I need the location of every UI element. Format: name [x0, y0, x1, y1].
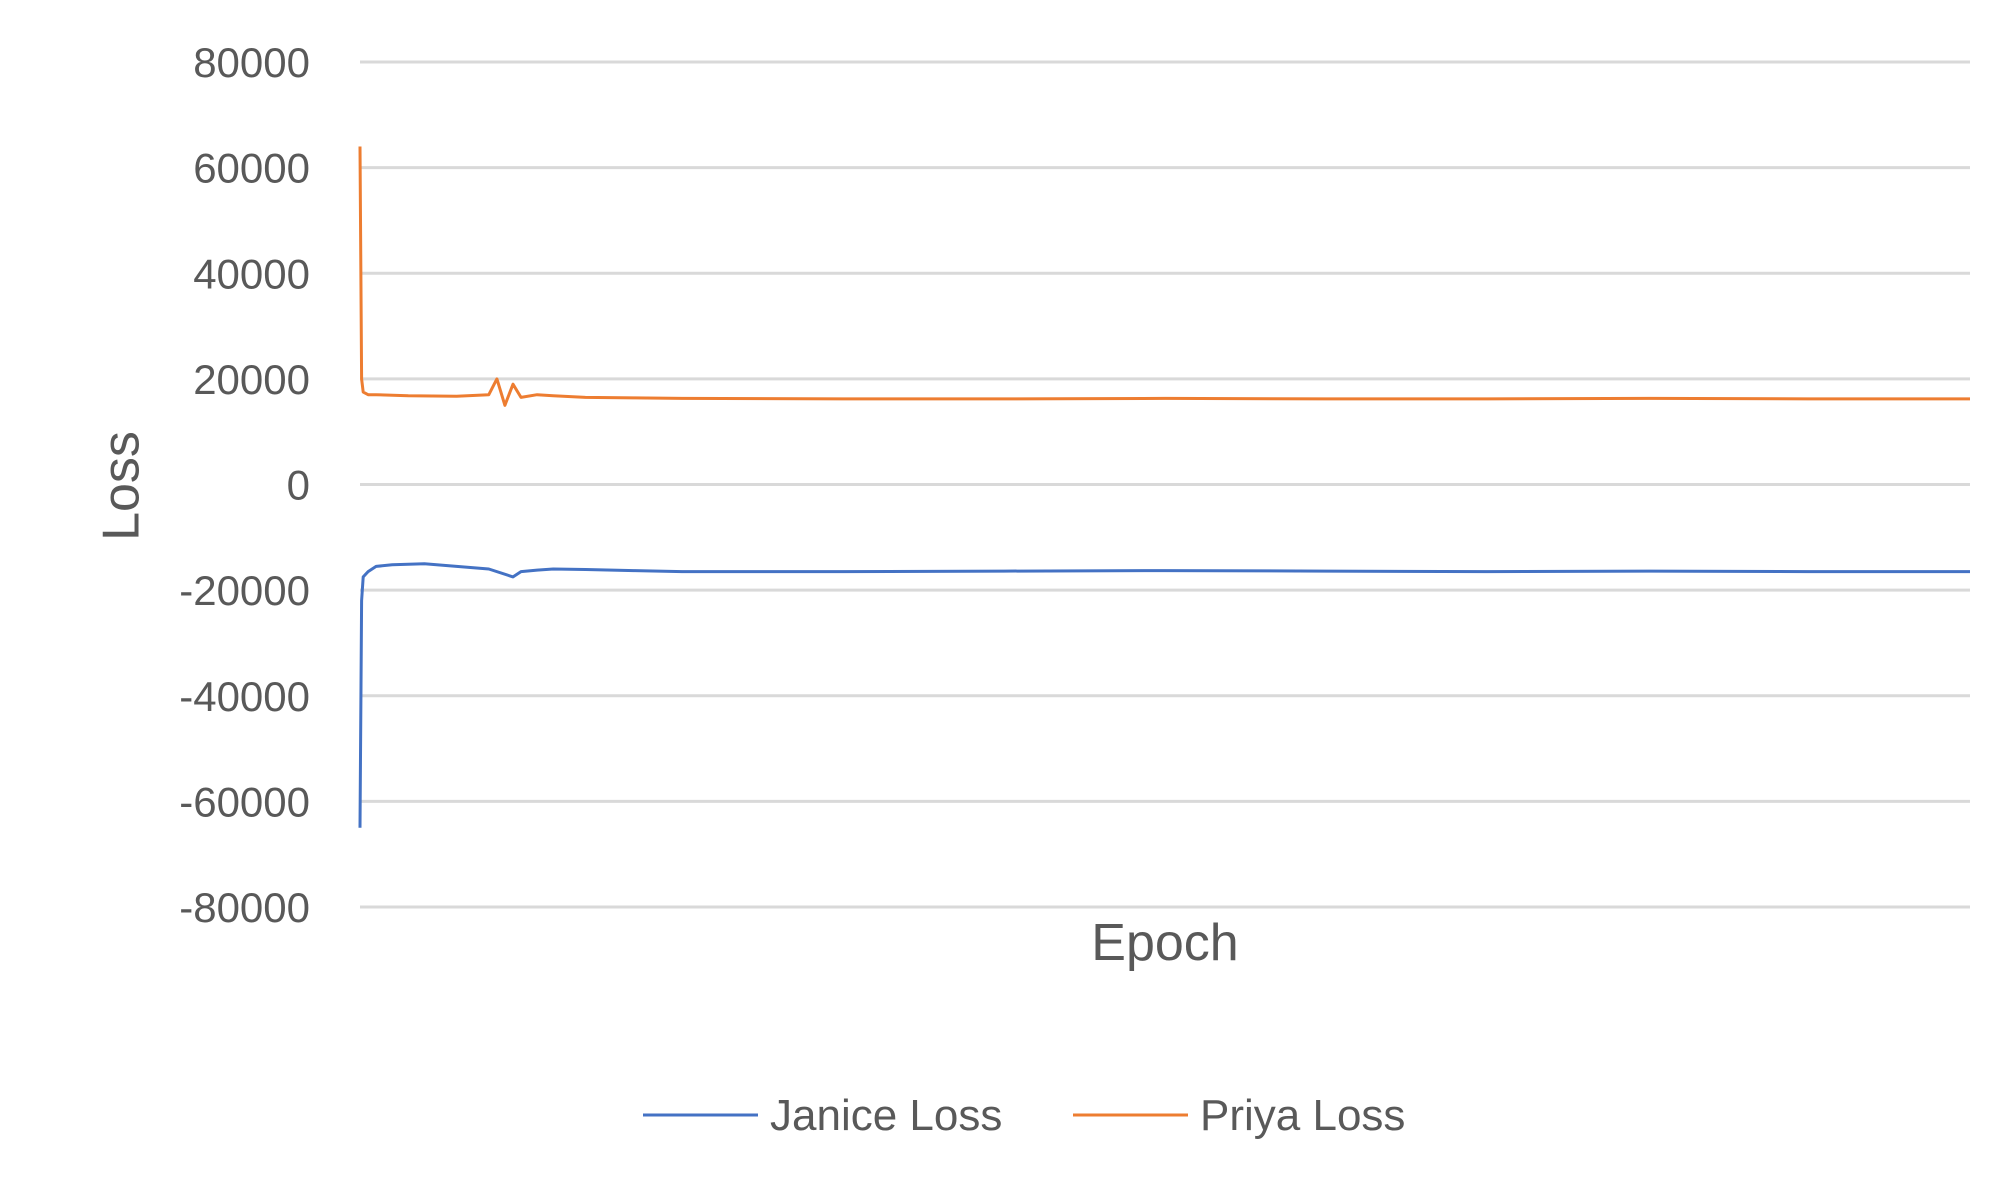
y-tick-label: -80000 [179, 884, 310, 931]
legend-label-janice-loss: Janice Loss [770, 1091, 1002, 1140]
y-tick-label: 80000 [193, 39, 310, 86]
y-tick-label: 60000 [193, 145, 310, 192]
y-tick-label: 20000 [193, 356, 310, 403]
legend-label-priya-loss: Priya Loss [1200, 1091, 1405, 1140]
y-tick-label: 40000 [193, 250, 310, 297]
series-line-janice-loss [358, 562, 1970, 828]
y-tick-label: -20000 [179, 567, 310, 614]
y-tick-label: -40000 [179, 673, 310, 720]
gridlines [360, 60, 1970, 909]
legend: Janice Loss Priya Loss [643, 1091, 1405, 1140]
series-lines [358, 146, 1970, 828]
y-tick-label: 0 [287, 462, 310, 509]
y-axis-title: Loss [93, 431, 151, 541]
y-tick-label: -60000 [179, 778, 310, 825]
y-tick-labels: 80000 60000 40000 20000 0 -20000 -40000 -60000 -… [179, 39, 310, 931]
series-line-priya-loss [358, 146, 1970, 407]
x-axis-title: Epoch [1091, 914, 1238, 972]
